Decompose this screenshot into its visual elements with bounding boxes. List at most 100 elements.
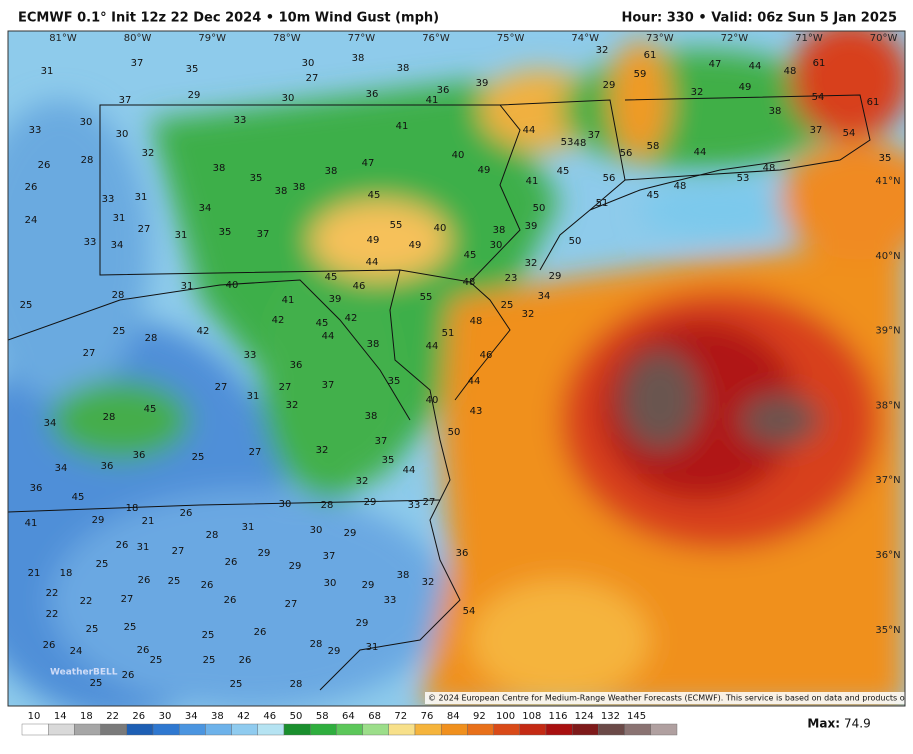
colorbar-swatch — [650, 723, 678, 736]
gust-label: 27 — [138, 224, 151, 235]
coastline — [319, 269, 461, 691]
colorbar-swatch — [336, 723, 363, 736]
coastline — [589, 159, 791, 211]
gust-label: 25 — [192, 452, 205, 463]
gust-label: 35 — [879, 153, 892, 164]
gust-label: 30 — [80, 117, 93, 128]
colorbar-tick: 100 — [496, 711, 515, 722]
colorbar-swatch — [152, 723, 180, 736]
gust-label: 22 — [80, 596, 93, 607]
gust-label: 38 — [275, 186, 288, 197]
state-border — [8, 279, 411, 421]
gust-label: 23 — [505, 273, 518, 284]
gust-label: 36 — [366, 89, 379, 100]
colorbar-swatch — [493, 723, 521, 736]
gust-label: 29 — [258, 548, 271, 559]
gust-label: 48 — [763, 163, 776, 174]
gust-label: 41 — [396, 121, 409, 132]
gust-label: 30 — [282, 93, 295, 104]
latitude-label: 37°N — [875, 475, 900, 486]
colorbar-tick: 42 — [237, 711, 250, 722]
latitude-label: 35°N — [875, 625, 900, 636]
gust-label: 42 — [345, 313, 358, 324]
colorbar-swatch — [100, 723, 127, 736]
gust-label: 33 — [408, 500, 421, 511]
map-frame — [7, 30, 906, 707]
gust-label: 28 — [81, 155, 94, 166]
gust-label: 49 — [367, 235, 380, 246]
gust-label: 53 — [737, 173, 750, 184]
gust-label: 40 — [452, 150, 465, 161]
gust-label: 37 — [119, 95, 132, 106]
colorbar-tick: 84 — [447, 711, 460, 722]
colorbar-tick: 76 — [421, 711, 434, 722]
gust-label: 38 — [397, 570, 410, 581]
gust-label: 41 — [526, 176, 539, 187]
gust-label: 26 — [201, 580, 214, 591]
colorbar-tick: 18 — [80, 711, 93, 722]
gust-label: 43 — [470, 406, 483, 417]
gust-label: 29 — [344, 528, 357, 539]
copyright: © 2024 European Centre for Medium-Range … — [428, 694, 913, 703]
gust-label: 40 — [426, 395, 439, 406]
gust-label: 28 — [145, 333, 158, 344]
gust-label: 42 — [272, 315, 285, 326]
gust-label: 31 — [181, 281, 194, 292]
colorbar-tick: 22 — [106, 711, 119, 722]
gust-label: 26 — [38, 160, 51, 171]
colorbar-tick: 116 — [548, 711, 567, 722]
gust-label: 18 — [126, 503, 139, 514]
gust-label: 30 — [490, 240, 503, 251]
gust-label: 54 — [463, 606, 476, 617]
gust-label: 37 — [375, 436, 388, 447]
gust-label: 55 — [420, 292, 433, 303]
gust-label: 29 — [362, 580, 375, 591]
colorbar-swatch — [74, 723, 101, 736]
gust-label: 50 — [448, 427, 461, 438]
gust-label: 56 — [620, 148, 633, 159]
field — [8, 31, 905, 706]
gust-label: 31 — [175, 230, 188, 241]
gust-label: 44 — [366, 257, 379, 268]
gust-label: 27 — [83, 348, 96, 359]
max-value: 74.9 — [844, 717, 871, 731]
gust-label: 58 — [647, 141, 660, 152]
gust-label: 25 — [124, 622, 137, 633]
longitude-label: 75°W — [497, 33, 525, 44]
gust-label: 32 — [691, 87, 704, 98]
latitude-label: 38°N — [875, 400, 900, 411]
latitude-label: 40°N — [875, 251, 900, 262]
gust-label: 34 — [44, 418, 57, 429]
gust-label: 25 — [113, 326, 126, 337]
gust-label: 35 — [186, 64, 199, 75]
gust-label: 33 — [29, 125, 42, 136]
coastline — [454, 281, 511, 401]
logo: WeatherBELL — [50, 668, 118, 678]
colorbar-tick: 14 — [54, 711, 67, 722]
colorbar-swatch — [441, 723, 468, 736]
gust-label: 56 — [603, 173, 616, 184]
max-label: Max: — [807, 717, 840, 731]
gust-label: 44 — [426, 341, 439, 352]
gust-label: 53 — [561, 137, 574, 148]
gust-label: 61 — [867, 97, 880, 108]
gust-label: 25 — [90, 678, 103, 689]
header-title: ECMWF 0.1° Init 12z 22 Dec 2024 • 10m Wi… — [18, 11, 439, 26]
colorbar-swatch — [545, 723, 573, 736]
gust-label: 24 — [70, 646, 83, 657]
colorbar-swatch — [519, 723, 547, 736]
longitude-label: 73°W — [646, 33, 674, 44]
map: © 2024 European Centre for Medium-Range … — [8, 31, 913, 706]
colorbar-tick: 34 — [185, 711, 198, 722]
colorbar-swatch — [257, 723, 285, 736]
colorbar-tick: 26 — [132, 711, 145, 722]
header-valid: Hour: 330 • Valid: 06z Sun 5 Jan 2025 — [622, 11, 898, 26]
colorbar-swatch — [572, 723, 599, 736]
value-labels: 81°W 80°W 79°W 78°W 77°W 76°W 75°W 74°W 73°W 72°W… — [20, 33, 901, 690]
longitude-label: 79°W — [198, 33, 226, 44]
colorbar-swatch — [21, 723, 49, 736]
gust-label: 31 — [135, 192, 148, 203]
gust-label: 29 — [328, 646, 341, 657]
gust-label: 48 — [463, 277, 476, 288]
gust-label: 61 — [644, 50, 657, 61]
